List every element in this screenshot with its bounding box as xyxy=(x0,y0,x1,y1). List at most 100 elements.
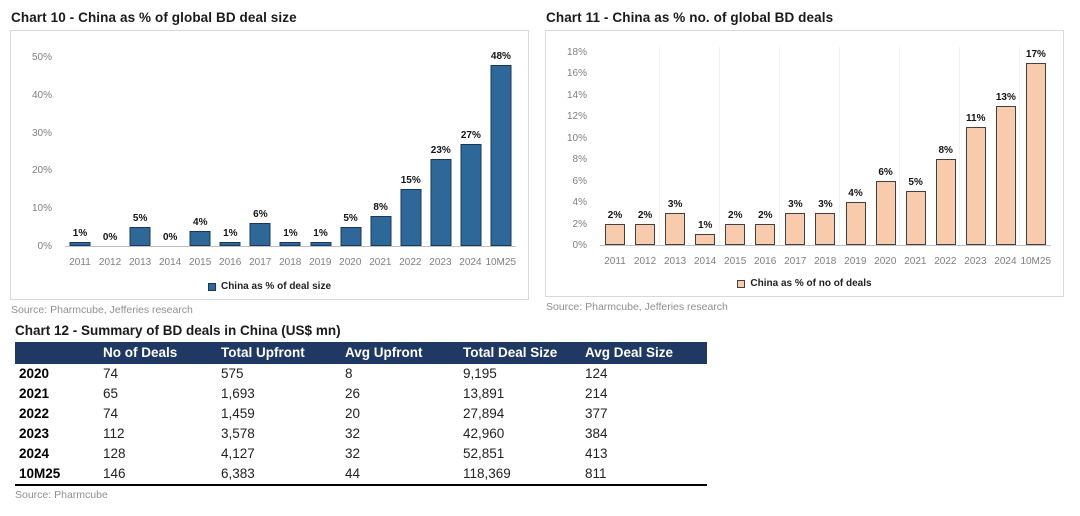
table-cell: 32 xyxy=(345,426,361,441)
bar-slot: 2% xyxy=(600,47,630,245)
x-axis-label: 2015 xyxy=(189,257,212,268)
chart11-plot-area: 2% 2% 3% 1% 2% 2% 3% 3% 4% 6% 5% 8% 11% 13% 17% xyxy=(600,47,1051,246)
x-axis-label: 10M25 xyxy=(485,257,517,268)
bar-slot: 1% xyxy=(215,57,245,246)
bar-value-label: 8% xyxy=(373,202,388,213)
bar-slot: 1% xyxy=(65,57,95,246)
bar xyxy=(995,106,1016,245)
table-cell: 13,891 xyxy=(463,386,505,401)
bar-value-label: 0% xyxy=(162,232,178,243)
table-row: 2022 74 1,459 20 27,894 377 xyxy=(15,404,707,424)
bar xyxy=(189,231,211,246)
chart12-section: Chart 12 - Summary of BD deals in China … xyxy=(15,323,707,501)
bar-slot: 17% xyxy=(1021,47,1051,245)
table-cell: 384 xyxy=(585,426,608,441)
y-tick-label: 14% xyxy=(566,89,587,101)
column-header: Total Deal Size xyxy=(459,342,581,364)
y-tick-label: 20% xyxy=(31,165,52,177)
bar-slot: 0% xyxy=(95,57,125,246)
bar xyxy=(815,213,836,245)
bar-slot: 6% xyxy=(871,47,901,245)
x-axis-label: 2016 xyxy=(754,256,777,267)
x-axis-label: 2016 xyxy=(219,257,242,268)
bar xyxy=(605,224,626,245)
column-header: Avg Upfront xyxy=(341,342,459,364)
legend-swatch-icon xyxy=(207,282,216,291)
bar xyxy=(1025,63,1046,245)
bar-slot: 5% xyxy=(901,47,931,245)
bar xyxy=(400,189,422,246)
chart10-plot-area: 1% 0% 5% 0% 4% 1% 6% 1% 1% 5% 8% 15% 23% 27% 48% xyxy=(65,51,516,247)
table-cell: 575 xyxy=(221,366,244,381)
bar-slot: 3% xyxy=(660,47,690,245)
bar-slot: 5% xyxy=(336,57,366,246)
chart11-source: Source: Pharmcube, Jefferies research xyxy=(546,301,728,313)
table-cell: 52,851 xyxy=(463,446,505,461)
bar-slot: 11% xyxy=(961,47,991,245)
bar-value-label: 23% xyxy=(430,145,451,156)
table-cell: 9,195 xyxy=(463,366,497,381)
table-cell: 124 xyxy=(585,366,608,381)
x-axis-label: 2021 xyxy=(904,256,927,267)
y-tick-label: 16% xyxy=(566,68,587,80)
bar-slot: 2% xyxy=(630,47,660,245)
x-axis-label: 2011 xyxy=(69,257,91,268)
bd-deals-table: No of Deals Total Upfront Avg Upfront Total… xyxy=(15,342,707,486)
bar-value-label: 2% xyxy=(607,210,623,221)
x-axis-label: 2022 xyxy=(399,257,422,268)
x-axis-label: 2018 xyxy=(279,257,302,268)
x-axis-label: 2013 xyxy=(128,257,152,268)
bar xyxy=(279,242,301,246)
bar-value-label: 1% xyxy=(72,228,88,239)
bar-value-label: 15% xyxy=(400,175,421,186)
table-cell: 377 xyxy=(585,406,608,421)
table-cell: 3,578 xyxy=(221,426,255,441)
table-header-row: No of Deals Total Upfront Avg Upfront Total… xyxy=(15,342,707,364)
bar-value-label: 4% xyxy=(193,217,208,228)
x-axis-label: 2024 xyxy=(994,256,1017,267)
bar xyxy=(460,144,482,246)
table-cell: 27,894 xyxy=(463,406,505,421)
x-axis-label: 2023 xyxy=(964,256,987,267)
bar-value-label: 1% xyxy=(697,220,713,231)
bar xyxy=(845,202,866,245)
bar-slot: 8% xyxy=(931,47,961,245)
column-header: Total Upfront xyxy=(217,342,341,364)
bar-value-label: 48% xyxy=(490,51,511,62)
bar xyxy=(430,159,452,246)
bar-slot: 8% xyxy=(366,57,396,246)
chart10-plot-box: 0% 10% 20% 30% 40% 50% 1% 0% 5% 0% 4% 1% 6% 1% 1% 5% 8%… xyxy=(10,30,529,300)
y-tick-label: 30% xyxy=(31,127,52,139)
chart10-x-axis: 2011 2012 2013 2014 2015 2016 2017 2018 2019 2020… xyxy=(65,257,516,268)
x-axis-label: 2017 xyxy=(249,257,272,268)
table-cell: 128 xyxy=(103,446,126,461)
bar-value-label: 5% xyxy=(343,213,358,224)
y-tick-label: 12% xyxy=(566,111,587,123)
table-cell: 65 xyxy=(103,386,119,401)
x-axis-label: 2014 xyxy=(158,257,182,268)
bar-value-label: 4% xyxy=(848,188,863,199)
bar-value-label: 6% xyxy=(253,209,268,220)
table-cell: 1,459 xyxy=(221,406,255,421)
table-cell: 811 xyxy=(585,466,607,481)
row-year: 2024 xyxy=(19,446,50,461)
bar-value-label: 27% xyxy=(460,130,481,141)
bar-value-label: 1% xyxy=(223,228,238,239)
table-cell: 112 xyxy=(103,426,125,441)
table-row: 10M25 146 6,383 44 118,369 811 xyxy=(15,464,707,485)
bar-value-label: 3% xyxy=(818,199,833,210)
bar-value-label: 2% xyxy=(637,210,653,221)
chart10-panel: Chart 10 - China as % of global BD deal … xyxy=(10,8,529,316)
bar xyxy=(875,181,896,245)
y-tick-label: 18% xyxy=(566,47,587,58)
bar xyxy=(785,213,806,245)
bar-slot: 13% xyxy=(991,47,1021,245)
bar xyxy=(665,213,686,245)
bar xyxy=(725,224,746,245)
y-tick-label: 0% xyxy=(37,241,52,252)
x-axis-label: 10M25 xyxy=(1020,256,1052,267)
bar xyxy=(935,159,956,245)
row-year: 2020 xyxy=(19,366,50,381)
chart10-legend: China as % of deal size xyxy=(11,281,528,292)
bar-value-label: 17% xyxy=(1025,49,1046,60)
